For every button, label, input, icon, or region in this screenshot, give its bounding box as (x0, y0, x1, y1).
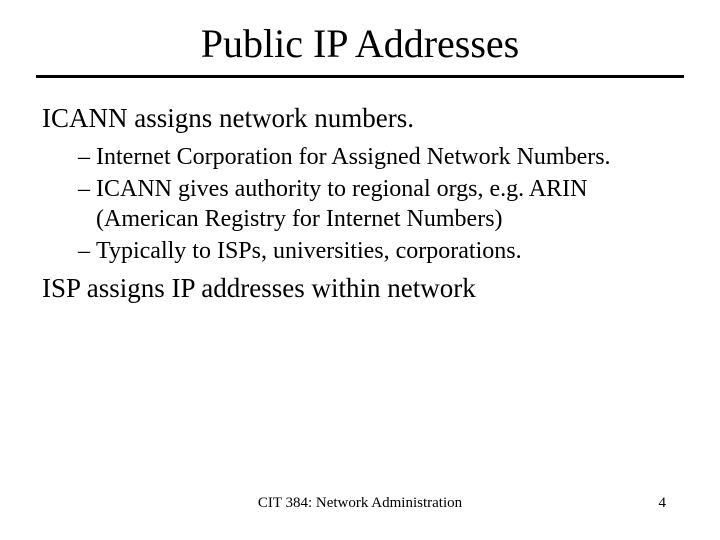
footer: CIT 384: Network Administration (0, 495, 720, 512)
sublist: – Internet Corporation for Assigned Netw… (78, 142, 678, 266)
footer-text: CIT 384: Network Administration (258, 495, 462, 512)
bullet-level2: – Typically to ISPs, universities, corpo… (78, 236, 678, 266)
bullet-text: Typically to ISPs, universities, corpora… (96, 236, 678, 266)
slide-body: ICANN assigns network numbers. – Interne… (0, 78, 720, 306)
slide-title: Public IP Addresses (201, 20, 520, 67)
dash-icon: – (78, 236, 96, 266)
slide: Public IP Addresses ICANN assigns networ… (0, 0, 720, 540)
bullet-text: Internet Corporation for Assigned Networ… (96, 142, 678, 172)
bullet-level2: – Internet Corporation for Assigned Netw… (78, 142, 678, 172)
dash-icon: – (78, 174, 96, 234)
bullet-text: ICANN gives authority to regional orgs, … (96, 174, 678, 234)
dash-icon: – (78, 142, 96, 172)
page-number: 4 (659, 495, 667, 512)
bullet-level1: ISP assigns IP addresses within network (42, 272, 678, 306)
title-container: Public IP Addresses (0, 0, 720, 67)
bullet-level1: ICANN assigns network numbers. (42, 102, 678, 136)
bullet-level2: – ICANN gives authority to regional orgs… (78, 174, 678, 234)
